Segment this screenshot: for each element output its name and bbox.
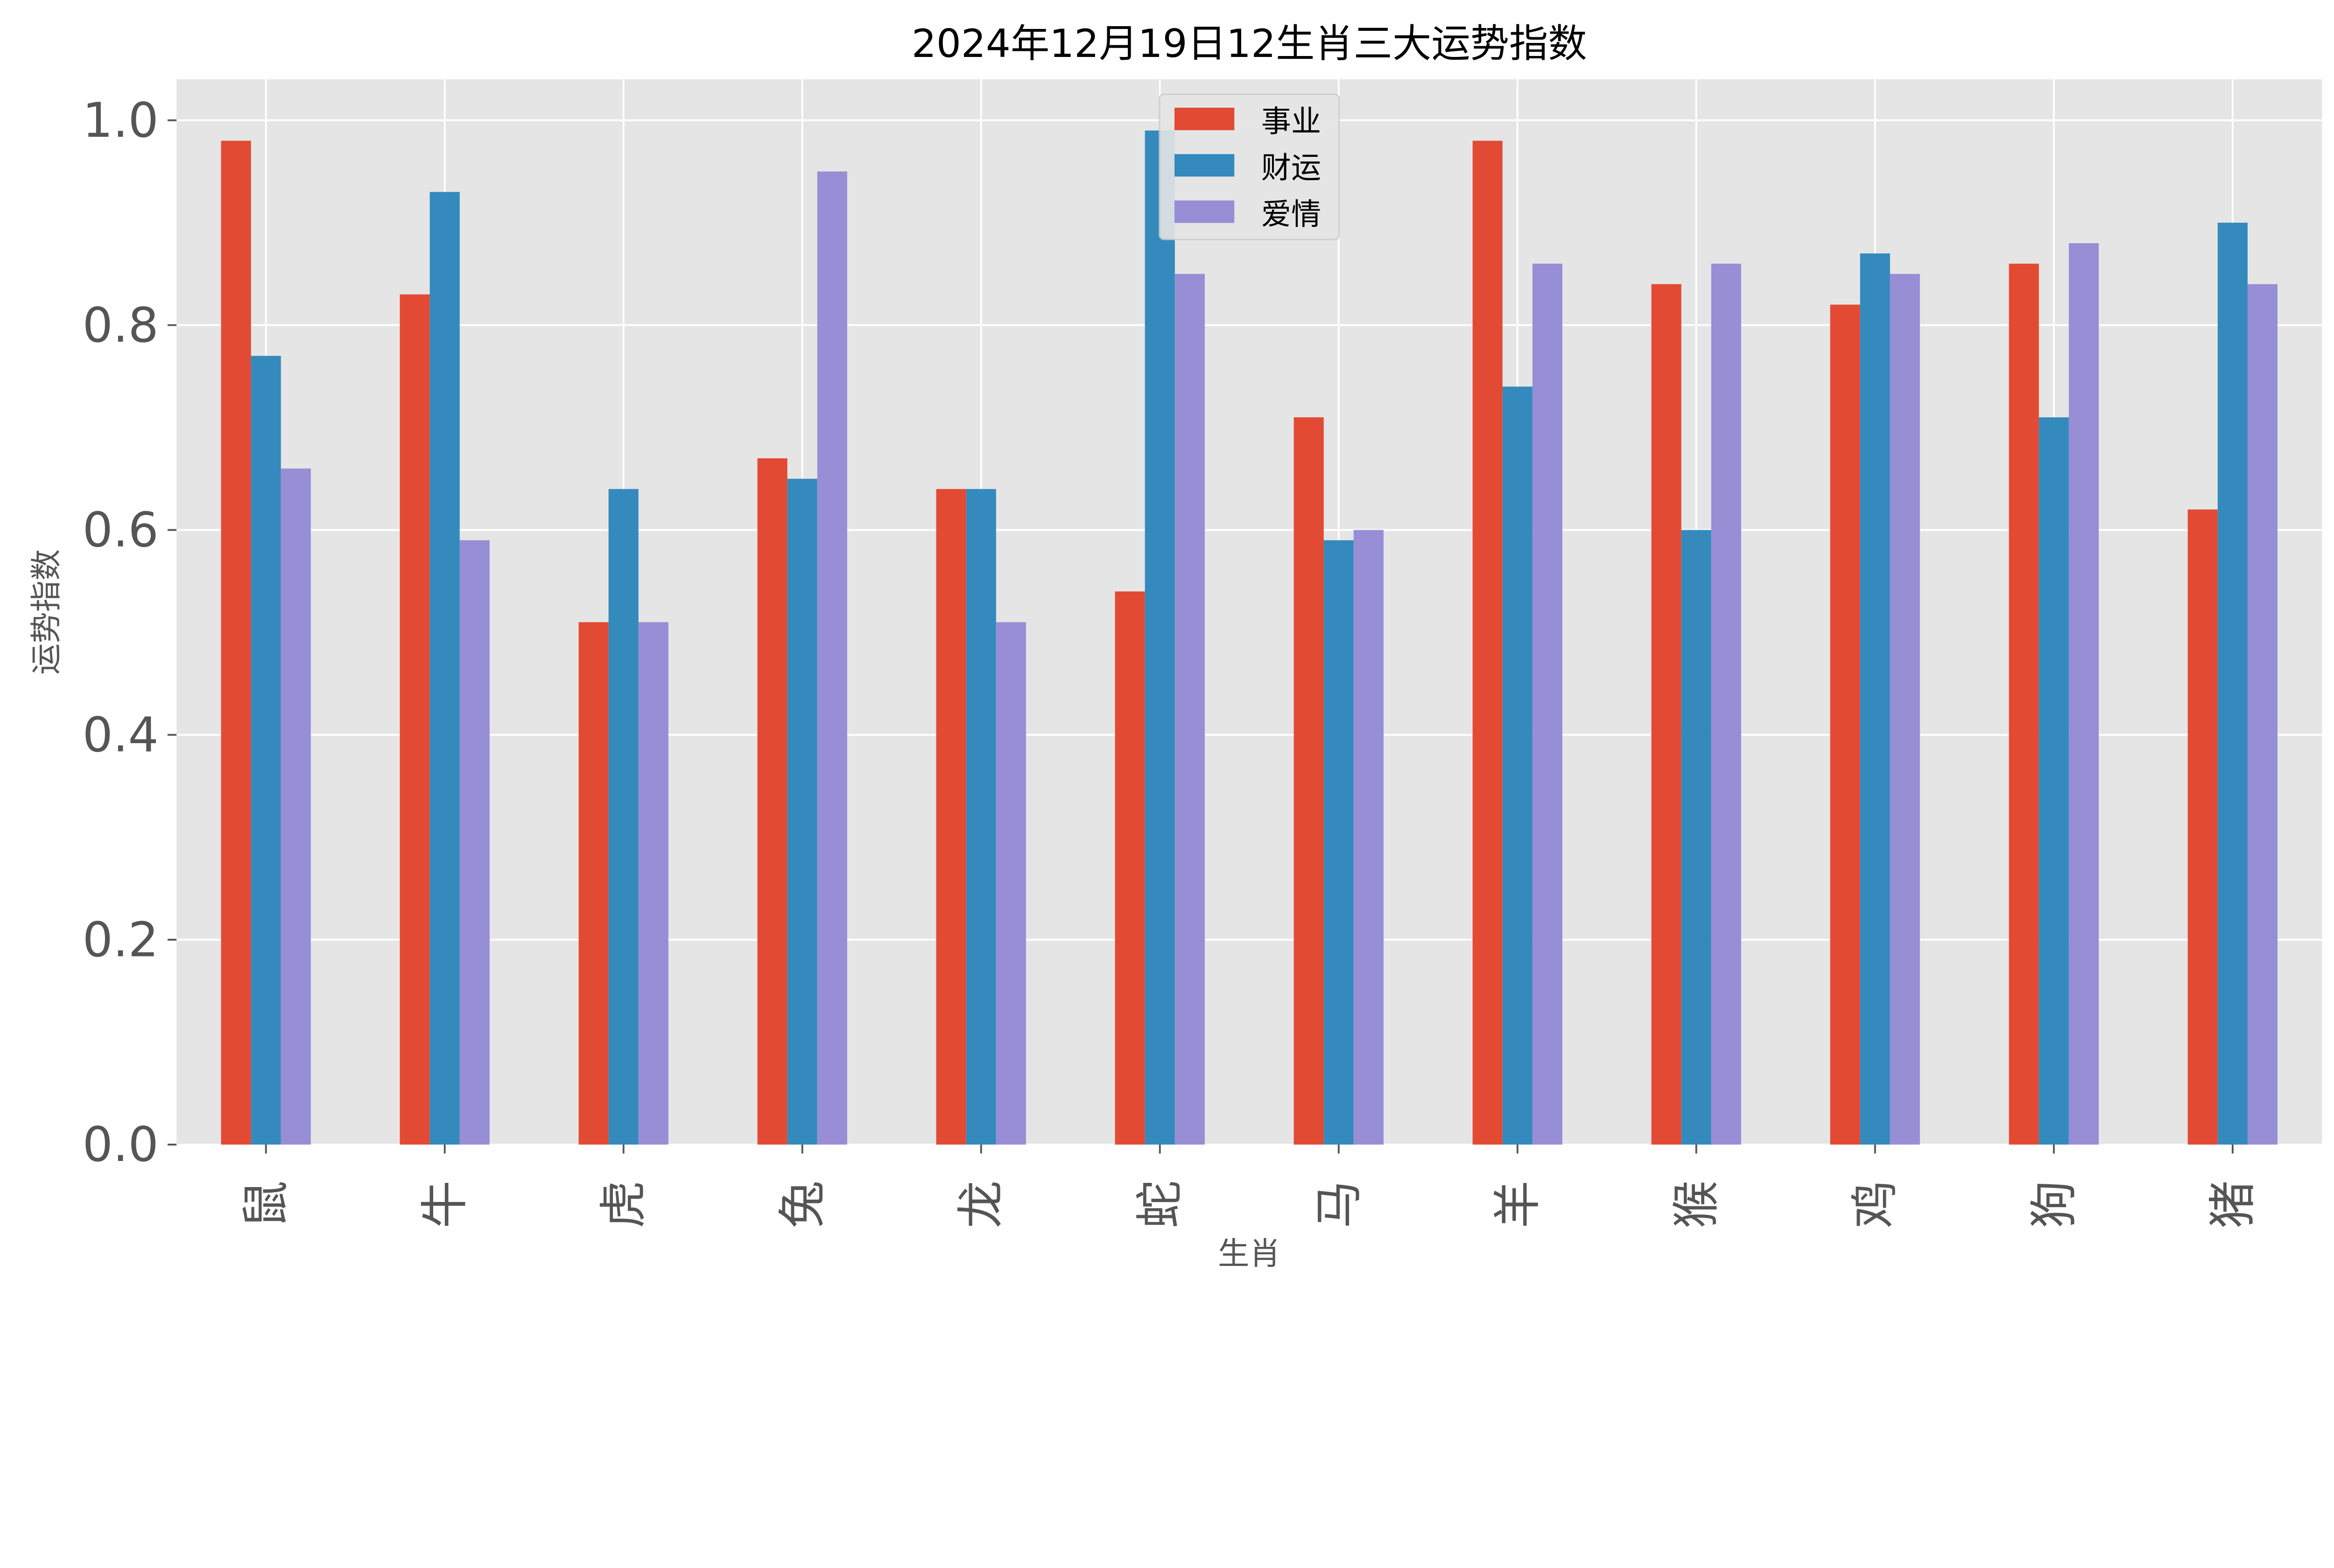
- bar-爱情-猪: [2247, 284, 2278, 1145]
- x-tick-label: 牛: [417, 1181, 473, 1229]
- legend-swatch: [1174, 107, 1235, 130]
- legend-label: 爱情: [1261, 197, 1321, 232]
- bar-事业-羊: [1472, 141, 1503, 1145]
- x-tick-label: 狗: [2026, 1181, 2082, 1229]
- y-tick-label: 0.8: [83, 298, 159, 353]
- bar-财运-鸡: [1860, 253, 1890, 1145]
- bar-财运-猪: [2217, 223, 2248, 1145]
- bar-财运-蛇: [1145, 130, 1175, 1145]
- bar-事业-虎: [578, 622, 609, 1145]
- bar-事业-牛: [400, 294, 430, 1145]
- bar-事业-狗: [2009, 263, 2039, 1145]
- bar-爱情-蛇: [1174, 274, 1205, 1145]
- bar-财运-龙: [966, 489, 996, 1145]
- x-tick-label: 猪: [2205, 1181, 2261, 1229]
- bar-事业-猪: [2187, 509, 2218, 1145]
- x-tick-label: 蛇: [1132, 1181, 1188, 1229]
- x-tick-label: 虎: [596, 1181, 652, 1229]
- bar-事业-蛇: [1115, 591, 1145, 1145]
- bar-财运-鼠: [251, 356, 281, 1145]
- bar-事业-龙: [936, 489, 966, 1145]
- bar-爱情-鼠: [281, 468, 311, 1145]
- y-tick-label: 1.0: [83, 93, 159, 148]
- legend-swatch: [1174, 154, 1235, 177]
- bar-chart: 0.0 0.2 0.4 0.6 0.8 1.0 鼠 牛 虎 兔 龙 蛇 马 羊 猴 鸡 狗 猪 2024年12月…: [28, 21, 2322, 1272]
- bar-财运-兔: [787, 478, 817, 1145]
- bar-事业-鸡: [1830, 304, 1860, 1145]
- y-tick-label: 0.0: [83, 1117, 159, 1173]
- bar-爱情-狗: [2068, 243, 2099, 1145]
- bar-财运-虎: [608, 489, 639, 1145]
- y-tick-label: 0.4: [83, 707, 159, 763]
- legend-label: 财运: [1261, 151, 1321, 185]
- bar-财运-狗: [2039, 417, 2069, 1145]
- x-tick-label: 龙: [954, 1181, 1009, 1229]
- y-tick-label: 0.6: [83, 503, 159, 558]
- legend-label: 事业: [1261, 105, 1321, 139]
- bar-财运-猴: [1681, 530, 1711, 1145]
- bar-爱情-猴: [1711, 263, 1741, 1145]
- bar-事业-猴: [1651, 284, 1681, 1145]
- bar-财运-马: [1323, 540, 1354, 1145]
- x-tick-label: 猴: [1669, 1181, 1724, 1229]
- bar-爱情-虎: [638, 622, 668, 1145]
- x-tick-label: 马: [1311, 1181, 1367, 1229]
- x-tick-label: 羊: [1490, 1181, 1546, 1229]
- bar-事业-鼠: [221, 141, 251, 1145]
- bar-爱情-马: [1353, 530, 1384, 1145]
- bar-财运-羊: [1502, 387, 1533, 1145]
- x-tick-label: 兔: [775, 1181, 830, 1229]
- x-tick-label: 鼠: [239, 1181, 294, 1229]
- bar-爱情-鸡: [1890, 274, 1920, 1145]
- chart-title: 2024年12月19日12生肖三大运势指数: [912, 21, 1587, 66]
- bar-爱情-牛: [459, 540, 490, 1145]
- bar-爱情-羊: [1532, 263, 1562, 1145]
- x-axis-label: 生肖: [1218, 1235, 1281, 1272]
- y-tick-label: 0.2: [83, 912, 159, 968]
- bar-爱情-龙: [996, 622, 1026, 1145]
- bar-爱情-兔: [817, 171, 847, 1145]
- x-tick-label: 鸡: [1848, 1181, 1903, 1229]
- plot-background: [176, 79, 2322, 1145]
- bar-事业-马: [1294, 417, 1324, 1145]
- y-axis-label: 运势指数: [28, 549, 64, 675]
- legend-swatch: [1174, 200, 1235, 223]
- bar-财运-牛: [429, 192, 460, 1145]
- bar-事业-兔: [757, 458, 787, 1145]
